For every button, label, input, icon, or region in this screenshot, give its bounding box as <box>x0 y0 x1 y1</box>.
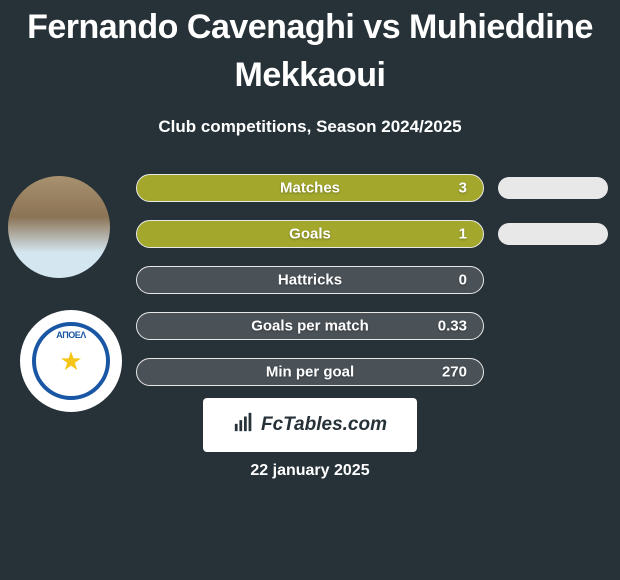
stat-label: Goals <box>289 226 331 243</box>
player-avatar <box>8 176 110 278</box>
stat-row: Goals per match 0.33 <box>136 312 610 340</box>
bar-chart-icon <box>233 411 255 439</box>
stat-bar-main: Goals per match 0.33 <box>136 312 484 340</box>
avatars-column: ΑΠΟΕΛ ★ <box>8 176 122 444</box>
club-logo: ΑΠΟΕΛ ★ <box>20 310 122 412</box>
page-title: Fernando Cavenaghi vs Muhieddine Mekkaou… <box>0 0 620 99</box>
comparison-card: Fernando Cavenaghi vs Muhieddine Mekkaou… <box>0 0 620 580</box>
stat-label: Hattricks <box>278 272 342 289</box>
stat-label: Min per goal <box>266 364 354 381</box>
stat-row: Min per goal 270 <box>136 358 610 386</box>
stat-value: 0.33 <box>438 318 467 335</box>
stats-rows: Matches 3 Goals 1 Hattricks 0 Goals per … <box>136 174 610 404</box>
stat-label: Matches <box>280 180 340 197</box>
club-name: ΑΠΟΕΛ <box>56 330 86 340</box>
stat-bar-main: Min per goal 270 <box>136 358 484 386</box>
star-icon: ★ <box>59 346 82 377</box>
stat-label: Goals per match <box>251 318 369 335</box>
stat-value: 0 <box>459 272 467 289</box>
stat-bar-main: Goals 1 <box>136 220 484 248</box>
site-logo: FcTables.com <box>203 398 417 452</box>
stat-value: 3 <box>459 180 467 197</box>
stat-bar-right <box>498 177 608 199</box>
stat-value: 1 <box>459 226 467 243</box>
stat-value: 270 <box>442 364 467 381</box>
footer-date: 22 january 2025 <box>250 462 369 480</box>
subtitle: Club competitions, Season 2024/2025 <box>0 117 620 137</box>
logo-text: FcTables.com <box>261 414 387 436</box>
stat-row: Hattricks 0 <box>136 266 610 294</box>
stat-row: Goals 1 <box>136 220 610 248</box>
stat-bar-main: Matches 3 <box>136 174 484 202</box>
stat-row: Matches 3 <box>136 174 610 202</box>
stat-bar-right <box>498 223 608 245</box>
stat-bar-main: Hattricks 0 <box>136 266 484 294</box>
